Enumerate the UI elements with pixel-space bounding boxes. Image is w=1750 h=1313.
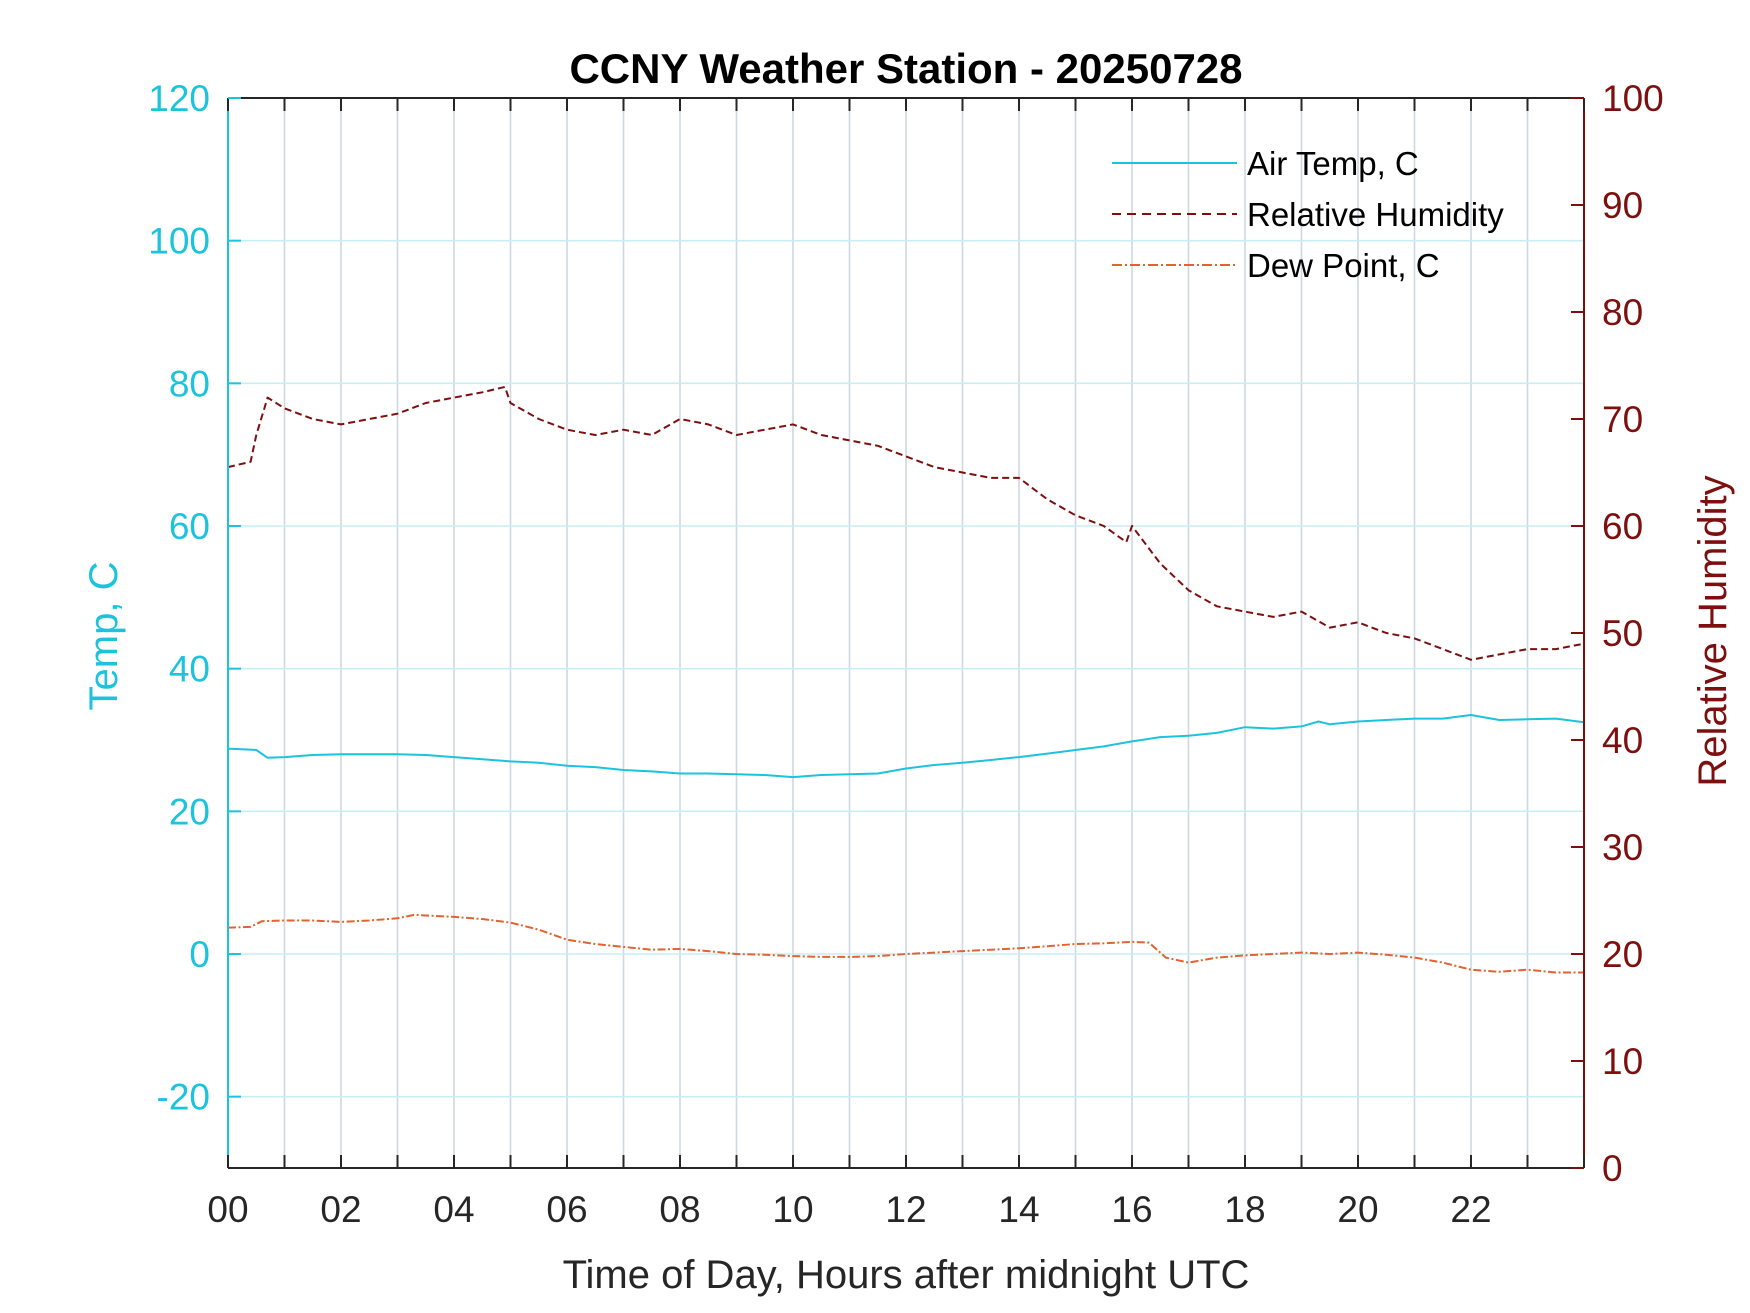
- legend-label-dew-point: Dew Point, C: [1247, 247, 1440, 284]
- legend-label-air-temp: Air Temp, C: [1247, 145, 1419, 182]
- legend-label-humidity: Relative Humidity: [1247, 196, 1504, 233]
- x-tick-label: 04: [433, 1189, 474, 1230]
- x-tick-label: 20: [1337, 1189, 1378, 1230]
- grid: [228, 98, 1584, 1168]
- y-right-tick-label: 30: [1602, 827, 1643, 868]
- x-tick-label: 12: [885, 1189, 926, 1230]
- x-tick-label: 10: [772, 1189, 813, 1230]
- y-left-tick-label: 120: [148, 78, 210, 119]
- y-right-tick-label: 40: [1602, 720, 1643, 761]
- y-right-tick-label: 50: [1602, 613, 1643, 654]
- y-left-tick-label: 80: [169, 363, 210, 404]
- x-tick-label: 06: [546, 1189, 587, 1230]
- y-right-tick-label: 20: [1602, 934, 1643, 975]
- x-tick-label: 16: [1111, 1189, 1152, 1230]
- axes: [227, 97, 1585, 1169]
- series-line-air-temp: [227, 714, 1585, 779]
- x-tick-label: 22: [1450, 1189, 1491, 1230]
- x-tick-label: 00: [207, 1189, 248, 1230]
- y-right-tick-label: 60: [1602, 506, 1643, 547]
- y-right-tick-label: 80: [1602, 292, 1643, 333]
- series-line-dew-point: [227, 913, 1584, 974]
- x-axis-label: Time of Day, Hours after midnight UTC: [563, 1253, 1250, 1297]
- x-tick-label: 02: [320, 1189, 361, 1230]
- y-right-tick-label: 90: [1602, 185, 1643, 226]
- y-left-tick-label: 100: [148, 221, 210, 262]
- y-left-tick-label: 0: [189, 934, 210, 975]
- y-left-tick-label: 60: [169, 506, 210, 547]
- x-tick-label: 08: [659, 1189, 700, 1230]
- y-axis-label-right: Relative Humidity: [1691, 475, 1735, 786]
- chart-title: CCNY Weather Station - 20250728: [569, 45, 1242, 92]
- y-left-tick-label: 40: [169, 649, 210, 690]
- x-tick-label: 18: [1224, 1189, 1265, 1230]
- y-right-tick-label: 10: [1602, 1041, 1643, 1082]
- x-tick-label: 14: [998, 1189, 1039, 1230]
- y-left-tick-label: 20: [169, 791, 210, 832]
- y-right-tick-label: 100: [1602, 78, 1664, 119]
- tick-labels: 00 02 04 06 08 10 12 14 16 18 20 22-200204060801001…: [148, 78, 1663, 1230]
- y-left-tick-label: -20: [157, 1077, 210, 1118]
- y-right-tick-label: 0: [1602, 1148, 1623, 1189]
- legend: Air Temp, C Relative Humidity Dew Point,…: [1112, 145, 1504, 284]
- y-axis-label-left: Temp, C: [82, 562, 126, 711]
- y-right-tick-label: 70: [1602, 399, 1643, 440]
- plot-series: [227, 385, 1585, 974]
- series-line-relative-humidity: [227, 385, 1585, 661]
